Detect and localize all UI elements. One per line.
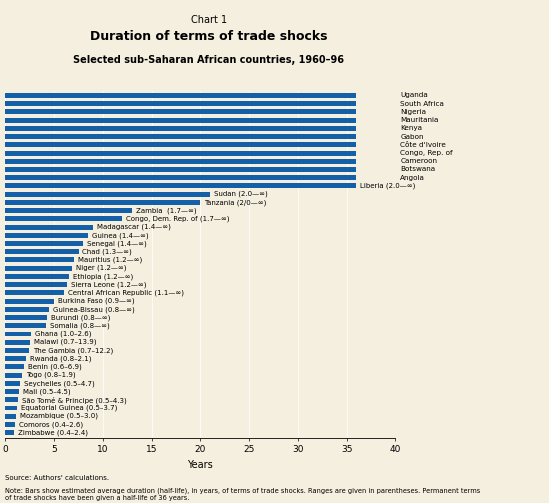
Text: Congo, Rep. of: Congo, Rep. of [400, 150, 453, 156]
Bar [5, 331, 31, 337]
Bar [5, 307, 49, 312]
Bar [5, 356, 26, 361]
Text: Source: Authors' calculations.: Source: Authors' calculations. [5, 475, 110, 481]
Text: Burkina Faso (0.9—∞): Burkina Faso (0.9—∞) [58, 298, 135, 304]
Bar [5, 299, 54, 303]
Text: Gabon: Gabon [400, 134, 424, 140]
Text: São Tomé & Principe (0.5–4.3): São Tomé & Principe (0.5–4.3) [22, 396, 127, 403]
Text: Kenya: Kenya [400, 125, 422, 131]
Bar [5, 364, 24, 369]
Text: Rwanda (0.8–2.1): Rwanda (0.8–2.1) [30, 356, 91, 362]
Text: Malawi (0.7–13.9): Malawi (0.7–13.9) [33, 339, 96, 346]
Text: Comoros (0.4–2.6): Comoros (0.4–2.6) [19, 421, 83, 428]
Text: Benin (0.6–6.9): Benin (0.6–6.9) [28, 364, 82, 370]
Bar [5, 405, 17, 410]
Bar [5, 175, 356, 180]
Text: Senegal (1.4—∞): Senegal (1.4—∞) [87, 240, 147, 247]
Text: Liberia (2.0—∞): Liberia (2.0—∞) [360, 183, 416, 189]
Bar [5, 241, 83, 246]
Bar [5, 167, 356, 172]
Bar [5, 381, 20, 386]
Text: Selected sub-Saharan African countries, 1960–96: Selected sub-Saharan African countries, … [73, 55, 344, 65]
Text: Duration of terms of trade shocks: Duration of terms of trade shocks [90, 30, 327, 43]
Bar [5, 258, 74, 263]
Bar [5, 208, 132, 213]
Text: Mauritius (1.2—∞): Mauritius (1.2—∞) [77, 257, 142, 263]
Bar [5, 184, 356, 189]
Bar [5, 216, 122, 221]
Text: Sierra Leone (1.2—∞): Sierra Leone (1.2—∞) [71, 281, 146, 288]
Text: Mozambique (0.5–3.0): Mozambique (0.5–3.0) [20, 413, 98, 420]
Bar [5, 422, 15, 427]
Text: Burundi (0.8—∞): Burundi (0.8—∞) [51, 314, 111, 321]
Bar [5, 340, 30, 345]
Text: Madagascar (1.4—∞): Madagascar (1.4—∞) [97, 224, 171, 230]
Bar [5, 274, 69, 279]
Text: Niger (1.2—∞): Niger (1.2—∞) [76, 265, 126, 272]
Text: Togo (0.8–1.9): Togo (0.8–1.9) [26, 372, 76, 378]
Text: Côte d'Ivoire: Côte d'Ivoire [400, 142, 446, 148]
Text: Mali (0.5–4.5): Mali (0.5–4.5) [23, 388, 71, 395]
Text: Note: Bars show estimated average duration (half-life), in years, of terms of tr: Note: Bars show estimated average durati… [5, 488, 481, 501]
Bar [5, 118, 356, 123]
Bar [5, 348, 29, 353]
Text: Chad (1.3—∞): Chad (1.3—∞) [82, 248, 132, 255]
Bar [5, 225, 93, 229]
Bar [5, 249, 79, 254]
Bar [5, 373, 22, 378]
Bar [5, 159, 356, 164]
Text: Angola: Angola [400, 175, 425, 181]
Text: Botswana: Botswana [400, 166, 435, 173]
Text: Nigeria: Nigeria [400, 109, 426, 115]
Text: Guinea (1.4—∞): Guinea (1.4—∞) [92, 232, 149, 238]
Text: Cameroon: Cameroon [400, 158, 437, 164]
Text: Zambia  (1.7—∞): Zambia (1.7—∞) [136, 207, 197, 214]
Bar [5, 315, 47, 320]
Text: Equatorial Guinea (0.5–3.7): Equatorial Guinea (0.5–3.7) [21, 405, 117, 411]
Bar [5, 192, 210, 197]
Bar [5, 200, 200, 205]
Text: Guinea-Bissau (0.8—∞): Guinea-Bissau (0.8—∞) [53, 306, 135, 312]
Bar [5, 233, 88, 238]
Text: Central African Republic (1.1—∞): Central African Republic (1.1—∞) [68, 290, 184, 296]
Bar [5, 397, 18, 402]
Text: Tanzania (2/0—∞): Tanzania (2/0—∞) [204, 199, 267, 206]
Bar [5, 134, 356, 139]
Text: Ghana (1.0–2.6): Ghana (1.0–2.6) [35, 331, 91, 337]
Text: Sudan (2.0—∞): Sudan (2.0—∞) [214, 191, 268, 197]
Text: Congo, Dem. Rep. of (1.7—∞): Congo, Dem. Rep. of (1.7—∞) [126, 216, 230, 222]
Bar [5, 101, 356, 106]
Text: The Gambia (0.7–12.2): The Gambia (0.7–12.2) [33, 347, 113, 354]
Text: Somalia (0.8—∞): Somalia (0.8—∞) [51, 322, 110, 329]
Bar [5, 430, 14, 435]
Bar [5, 110, 356, 114]
Bar [5, 126, 356, 131]
Bar [5, 266, 72, 271]
Bar [5, 93, 356, 98]
Text: Uganda: Uganda [400, 93, 428, 99]
Text: Ethiopia (1.2—∞): Ethiopia (1.2—∞) [72, 273, 133, 280]
Text: South Africa: South Africa [400, 101, 444, 107]
Bar [5, 414, 16, 418]
Text: Chart 1: Chart 1 [191, 15, 227, 25]
Text: Mauritania: Mauritania [400, 117, 439, 123]
Bar [5, 389, 19, 394]
Bar [5, 290, 64, 295]
Bar [5, 142, 356, 147]
Text: Seychelles (0.5–4.7): Seychelles (0.5–4.7) [24, 380, 95, 387]
Bar [5, 323, 47, 328]
Bar [5, 282, 67, 287]
Text: Zimbabwe (0.4–2.4): Zimbabwe (0.4–2.4) [18, 430, 88, 436]
X-axis label: Years: Years [188, 460, 213, 470]
Bar [5, 150, 356, 155]
